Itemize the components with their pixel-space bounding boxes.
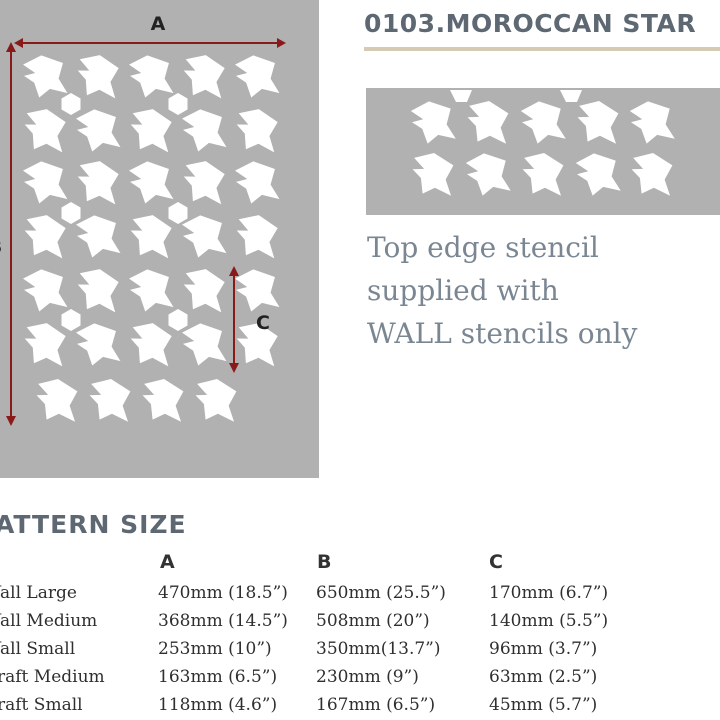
star-tile-shape [183, 161, 225, 205]
star-tile-shape [24, 215, 66, 259]
arrow-head-icon [6, 42, 16, 52]
star-tile-shape [77, 55, 119, 99]
arrow-head-icon [14, 38, 23, 48]
size-a-value: 163mm (6.5”) [158, 667, 278, 687]
star-tile-shape [520, 101, 566, 144]
star-tile-shape [129, 161, 174, 204]
star-tile-shape [236, 215, 278, 259]
size-a-value: 470mm (18.5”) [158, 583, 288, 603]
size-name: Craft Medium [0, 667, 105, 687]
title-underline [364, 47, 720, 51]
star-tile-shape [24, 109, 66, 153]
star-tile-shape [631, 153, 673, 196]
star-tile-shape [142, 379, 184, 422]
edge-note-line: Top edge stencil [367, 231, 599, 264]
size-c-value: 63mm (2.5”) [489, 667, 598, 687]
hexagon-shape [61, 93, 81, 115]
star-tile-shape [236, 109, 278, 153]
star-tile-shape [577, 101, 619, 144]
star-tile-shape [89, 379, 131, 422]
star-tile-shape [76, 109, 121, 152]
edge-notch-shape [450, 90, 472, 102]
arrow-head-icon [229, 266, 239, 276]
size-c-value: 45mm (5.7”) [489, 695, 598, 715]
star-tile-shape [129, 55, 174, 98]
star-tile-shape [23, 55, 68, 98]
star-tile-shape [23, 269, 68, 312]
column-header-b: B [317, 551, 332, 573]
star-tile-shape [130, 109, 172, 153]
arrow-head-icon [6, 416, 16, 426]
star-tile-shape [77, 161, 119, 205]
star-tile-shape [465, 153, 511, 196]
stencil-pattern-diagram: A B C [0, 0, 319, 478]
star-tile-shape [130, 323, 172, 367]
star-tile-shape [182, 215, 227, 258]
star-tile-shape [24, 323, 66, 367]
star-tile-shape [195, 379, 237, 422]
star-tile-shape [182, 323, 227, 366]
pattern-size-heading: PATTERN SIZE [0, 510, 187, 539]
size-c-value: 170mm (6.7”) [489, 583, 609, 603]
size-b-value: 350mm(13.7”) [316, 639, 441, 659]
size-a-value: 368mm (14.5”) [158, 611, 288, 631]
size-b-value: 230mm (9”) [316, 667, 419, 687]
edge-note-line: WALL stencils only [367, 317, 638, 350]
star-tile-shape [235, 161, 280, 204]
stencil-pattern-graphic: A B C [0, 13, 286, 426]
edge-note-line: supplied with [367, 274, 559, 307]
size-name: Wall Small [0, 639, 76, 659]
hexagon-shape [168, 309, 188, 331]
star-tile-shape [183, 269, 225, 313]
star-tile-shape [23, 161, 68, 204]
arrow-head-icon [229, 363, 239, 373]
size-name: Wall Large [0, 583, 77, 603]
star-tile-shape [575, 153, 621, 196]
size-c-value: 140mm (5.5”) [489, 611, 609, 631]
star-tile-shape [235, 269, 280, 312]
dimension-c-label: C [256, 312, 270, 334]
size-a-value: 253mm (10”) [158, 639, 272, 659]
dimension-a-label: A [151, 13, 166, 35]
star-tile-shape [129, 269, 174, 312]
star-tile-shape [77, 269, 119, 313]
hexagon-shape [168, 202, 188, 224]
size-b-value: 650mm (25.5”) [316, 583, 446, 603]
size-a-value: 118mm (4.6”) [158, 695, 278, 715]
star-tile-shape [130, 215, 172, 259]
top-edge-stencil-graphic [410, 90, 675, 196]
size-c-value: 96mm (3.7”) [489, 639, 598, 659]
star-tile-shape [183, 55, 225, 99]
star-tile-shape [76, 323, 121, 366]
dimension-b-label: B [0, 236, 2, 258]
hexagon-shape [61, 202, 81, 224]
star-tile-shape [236, 323, 278, 367]
star-tile-shape [410, 101, 456, 144]
star-tile-shape [36, 379, 78, 422]
star-tile-shape [182, 109, 227, 152]
column-header-a: A [160, 551, 175, 573]
top-edge-stencil-preview [366, 88, 720, 215]
column-header-c: C [489, 551, 503, 573]
arrow-head-icon [277, 38, 286, 48]
hexagon-shape [168, 93, 188, 115]
star-tile-shape [235, 55, 280, 98]
size-name: Craft Small [0, 695, 83, 715]
hexagon-shape [61, 309, 81, 331]
product-title: 0103.MOROCCAN STAR [364, 9, 697, 38]
size-b-value: 167mm (6.5”) [316, 695, 436, 715]
edge-stencil-note: Top edge stencil supplied with WALL sten… [367, 226, 637, 355]
star-tile-shape [522, 153, 564, 196]
size-name: Wall Medium [0, 611, 98, 631]
star-tile-shape [76, 215, 121, 258]
star-tile-shape [467, 101, 509, 144]
edge-notch-shape [560, 90, 582, 102]
size-b-value: 508mm (20”) [316, 611, 430, 631]
star-tile-shape [629, 101, 675, 144]
star-tile-shape [412, 153, 454, 196]
